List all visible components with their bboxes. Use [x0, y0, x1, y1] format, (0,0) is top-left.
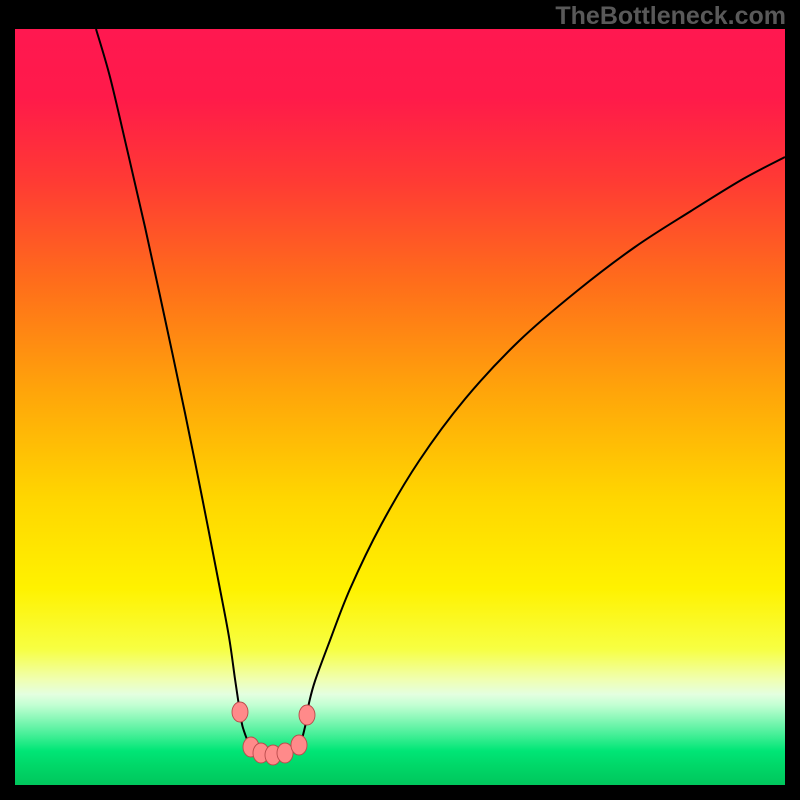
marker-point — [232, 702, 248, 722]
watermark-text: TheBottleneck.com — [555, 2, 786, 31]
plot-svg — [15, 29, 785, 785]
gradient-background — [15, 29, 785, 785]
chart-frame: TheBottleneck.com — [0, 0, 800, 800]
marker-point — [299, 705, 315, 725]
plot-area — [15, 29, 785, 785]
marker-point — [291, 735, 307, 755]
